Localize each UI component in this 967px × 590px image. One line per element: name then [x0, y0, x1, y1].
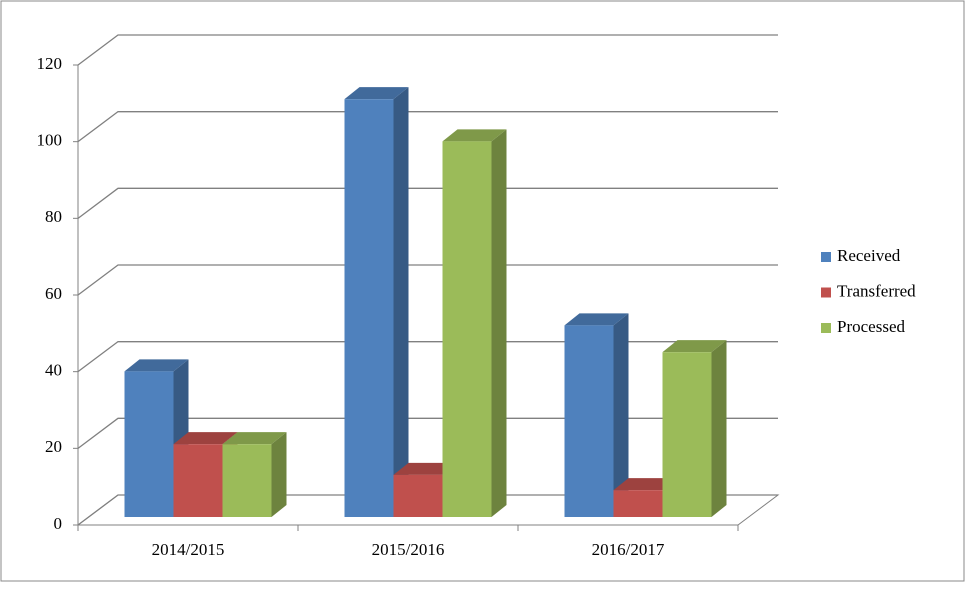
legend-swatch [821, 323, 831, 333]
y-tick-label: 120 [37, 54, 63, 73]
bar-top [564, 313, 629, 326]
legend-label: Transferred [837, 281, 916, 300]
grid-line [77, 341, 778, 373]
x-tick-label: 2014/2015 [152, 540, 225, 559]
bar-top [442, 129, 507, 142]
bar-front [393, 474, 443, 517]
bar-front [124, 371, 174, 517]
grid-line [77, 417, 778, 449]
bar-front [173, 444, 223, 517]
y-tick-label: 80 [45, 207, 62, 226]
legend-swatch [821, 252, 831, 262]
y-tick-label: 60 [45, 284, 62, 303]
bar-front [442, 141, 492, 518]
bar-front [564, 325, 614, 517]
bar-top [613, 478, 678, 491]
bar-side [393, 87, 409, 518]
grid-line [77, 34, 778, 66]
y-tick-label: 40 [45, 361, 62, 380]
bar [344, 87, 409, 518]
bar [662, 340, 727, 517]
bar-front [613, 490, 663, 517]
y-tick-label: 100 [37, 131, 63, 150]
bar-top [662, 340, 727, 353]
x-tick-label: 2016/2017 [592, 540, 665, 559]
bar [442, 129, 507, 518]
bar-front [662, 352, 712, 517]
grid-line [77, 264, 778, 296]
bar-front [222, 444, 272, 517]
bar-top [222, 432, 287, 445]
bar-front [344, 99, 394, 518]
legend-label: Received [837, 246, 901, 265]
bar-side [271, 432, 287, 517]
bar-side [711, 340, 727, 517]
bar-side [613, 313, 629, 517]
x-tick-label: 2015/2016 [372, 540, 445, 559]
grid-line [77, 187, 778, 219]
grid-line [77, 494, 778, 526]
bar-top [173, 432, 238, 445]
bar [222, 432, 287, 517]
y-tick-label: 0 [54, 514, 63, 533]
bar-top [124, 359, 189, 372]
grid-line [77, 111, 778, 143]
bar-side [491, 129, 507, 518]
bar-top [344, 87, 409, 100]
legend-swatch [821, 287, 831, 298]
bar [564, 313, 629, 517]
bar-top [393, 462, 458, 475]
y-tick-label: 20 [45, 437, 62, 456]
legend-label: Processed [837, 317, 905, 336]
